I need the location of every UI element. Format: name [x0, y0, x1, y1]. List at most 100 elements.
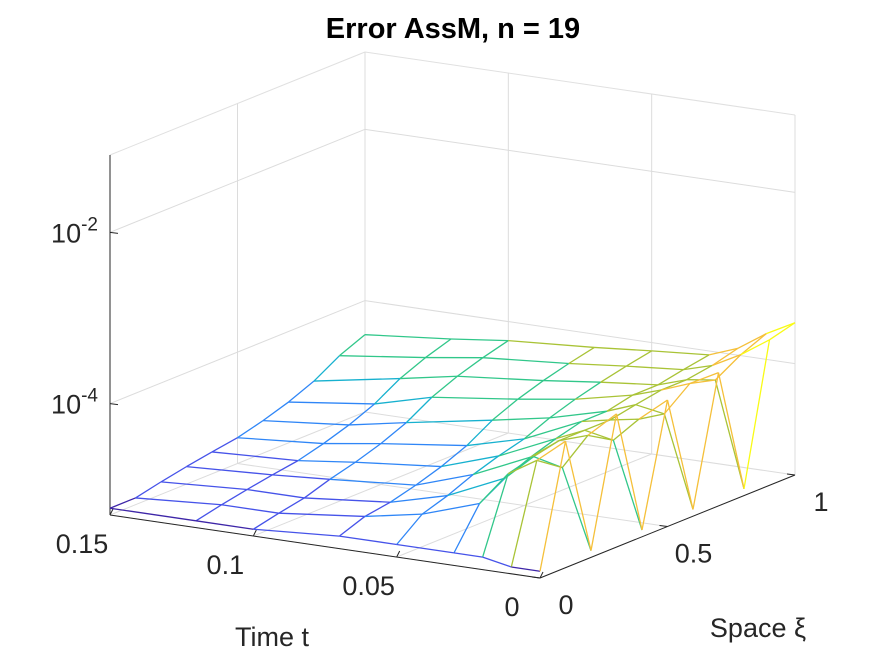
mesh-line [454, 504, 480, 553]
x-axis-line [540, 475, 795, 578]
mesh-line [594, 347, 651, 350]
mesh-line [537, 460, 563, 467]
z-tick-base: 10 [51, 390, 81, 420]
mesh-line [483, 358, 569, 364]
mesh-line [365, 514, 422, 516]
chart-title: Error AssM, n = 19 [326, 13, 580, 45]
mesh-line [330, 462, 356, 479]
mesh-line [365, 502, 391, 516]
y-tick-label: 0 [504, 592, 519, 622]
z-tick-base: 10 [51, 218, 81, 248]
mesh-line [601, 382, 658, 385]
y-axis-label: Time t [235, 622, 309, 652]
y-tick-label: 0.15 [56, 529, 109, 559]
mesh-line [400, 358, 426, 379]
mesh-line [196, 521, 253, 529]
mesh-line [715, 380, 744, 489]
mesh-line [222, 490, 248, 505]
mesh-line [279, 498, 305, 513]
mesh-line [289, 381, 315, 402]
mesh-line [744, 340, 770, 489]
mesh-line [441, 446, 467, 467]
mesh-line [247, 490, 304, 498]
x-tick-label: 0 [558, 590, 573, 620]
mesh-line [601, 366, 627, 382]
mesh-line [562, 435, 588, 467]
mesh-line [613, 419, 639, 440]
mesh-line [187, 467, 273, 475]
mesh-line [524, 421, 581, 438]
grid-line [238, 464, 668, 527]
mesh-line [161, 482, 247, 490]
mesh-line [339, 536, 396, 544]
x-axis-label: Space ξ [710, 613, 806, 643]
mesh-line [566, 441, 592, 550]
mesh-line [273, 461, 299, 475]
z-tick-label: 10-4 [51, 386, 98, 420]
mesh-line [238, 421, 264, 438]
mesh-line [508, 341, 594, 348]
mesh-line [426, 339, 452, 358]
x-tick-label: 0.5 [675, 539, 713, 569]
z-tick [110, 404, 118, 405]
mesh-line [492, 399, 517, 420]
mesh-line [575, 395, 632, 399]
mesh-line [212, 438, 238, 452]
grid-line [365, 129, 795, 192]
mesh-line [492, 418, 549, 420]
mesh-line [279, 513, 365, 516]
mesh-line [375, 397, 432, 404]
mesh-line [340, 356, 426, 358]
y-axis-line [110, 515, 540, 578]
mesh-line [161, 467, 187, 482]
mesh-line [610, 419, 639, 420]
mesh-line [196, 505, 222, 521]
mesh-line [136, 498, 222, 505]
mesh-line [441, 456, 498, 467]
mesh-line [289, 402, 375, 404]
mesh-line [626, 351, 652, 366]
mesh-line [349, 423, 406, 425]
mesh-line [719, 373, 745, 489]
mesh-line [543, 381, 600, 383]
mesh-line [483, 341, 509, 358]
mesh-line [451, 339, 508, 341]
mesh-line [355, 462, 441, 466]
mesh-line [467, 420, 493, 445]
mesh-line [253, 529, 339, 536]
mesh-line [355, 444, 381, 463]
mesh-line [222, 505, 279, 513]
mesh-line [559, 430, 585, 440]
mesh-line [314, 379, 400, 381]
mesh-line [422, 504, 479, 515]
mesh-line [575, 382, 601, 399]
mesh-line [263, 421, 349, 425]
mesh-line [454, 553, 483, 557]
mesh-line [432, 397, 518, 399]
mesh-line [340, 335, 366, 356]
mesh-line [339, 516, 365, 536]
mesh-line [652, 351, 709, 355]
mesh-line [518, 381, 544, 400]
mesh-line [375, 379, 401, 404]
mesh-line [543, 363, 569, 380]
mesh-line [247, 475, 273, 490]
mesh-line [664, 414, 693, 510]
mesh-line [238, 438, 324, 444]
mesh-line [432, 376, 458, 397]
mesh-line [693, 373, 719, 510]
z-tick-exponent: -2 [81, 214, 98, 235]
mesh-line [642, 400, 668, 530]
z-tick [110, 232, 118, 233]
mesh-line [511, 460, 536, 567]
x-tick-label: 1 [813, 487, 828, 517]
mesh-line [524, 418, 550, 439]
mesh-line [400, 376, 457, 378]
mesh-line [263, 402, 289, 421]
mesh-line [381, 423, 407, 444]
mesh-line [626, 366, 683, 369]
mesh-line [613, 440, 642, 530]
mesh-line [511, 567, 540, 571]
mesh-line [508, 457, 534, 474]
x-tick [660, 526, 668, 527]
